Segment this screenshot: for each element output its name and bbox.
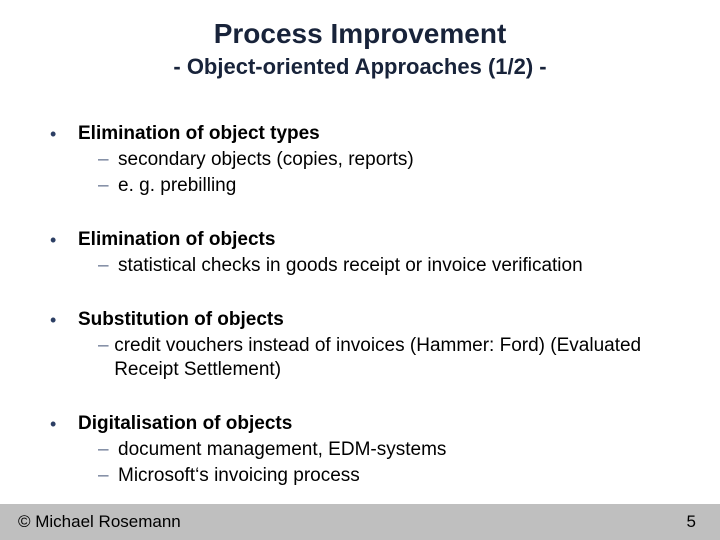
sub-text: e. g. prebilling xyxy=(118,174,236,198)
bullet-group: • Substitution of objects – credit vouch… xyxy=(50,308,680,382)
bullet-icon: • xyxy=(50,412,78,436)
bullet-heading: Digitalisation of objects xyxy=(78,412,292,436)
sub-text: document management, EDM-systems xyxy=(118,438,446,462)
bullet-heading: Elimination of objects xyxy=(78,228,275,252)
bullet-group: • Digitalisation of objects – document m… xyxy=(50,412,680,488)
bullet-icon: • xyxy=(50,228,78,252)
list-item: • Substitution of objects xyxy=(50,308,680,332)
sub-item: – document management, EDM-systems xyxy=(98,438,680,462)
sub-text: Microsoft‘s invoicing process xyxy=(118,464,360,488)
slide: Process Improvement - Object-oriented Ap… xyxy=(0,0,720,540)
list-item: • Digitalisation of objects xyxy=(50,412,680,436)
dash-icon: – xyxy=(98,254,118,278)
bullet-group: • Elimination of object types – secondar… xyxy=(50,122,680,198)
sub-text: secondary objects (copies, reports) xyxy=(118,148,414,172)
title-block: Process Improvement - Object-oriented Ap… xyxy=(0,0,720,80)
dash-icon: – xyxy=(98,438,118,462)
dash-icon: – xyxy=(98,334,114,358)
bullet-icon: • xyxy=(50,308,78,332)
content-area: • Elimination of object types – secondar… xyxy=(50,122,680,518)
slide-subtitle: - Object-oriented Approaches (1/2) - xyxy=(0,54,720,80)
list-item: • Elimination of objects xyxy=(50,228,680,252)
sub-item: – credit vouchers instead of invoices (H… xyxy=(98,334,680,382)
sub-item: – statistical checks in goods receipt or… xyxy=(98,254,680,278)
dash-icon: – xyxy=(98,148,118,172)
list-item: • Elimination of object types xyxy=(50,122,680,146)
sub-item: – Microsoft‘s invoicing process xyxy=(98,464,680,488)
sub-item: – e. g. prebilling xyxy=(98,174,680,198)
sub-text: statistical checks in goods receipt or i… xyxy=(118,254,583,278)
bullet-heading: Elimination of object types xyxy=(78,122,320,146)
copyright-text: © Michael Rosemann xyxy=(18,512,181,532)
footer-bar: © Michael Rosemann 5 xyxy=(0,504,720,540)
bullet-heading: Substitution of objects xyxy=(78,308,284,332)
bullet-group: • Elimination of objects – statistical c… xyxy=(50,228,680,278)
dash-icon: – xyxy=(98,464,118,488)
slide-title: Process Improvement xyxy=(0,18,720,50)
bullet-icon: • xyxy=(50,122,78,146)
sub-text: credit vouchers instead of invoices (Ham… xyxy=(114,334,680,382)
dash-icon: – xyxy=(98,174,118,198)
page-number: 5 xyxy=(687,512,696,532)
sub-item: – secondary objects (copies, reports) xyxy=(98,148,680,172)
